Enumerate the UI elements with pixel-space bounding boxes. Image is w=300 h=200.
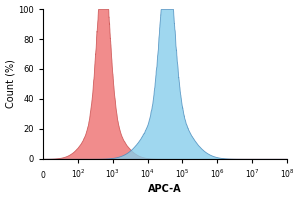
- Text: 0: 0: [41, 171, 46, 180]
- X-axis label: APC-A: APC-A: [148, 184, 182, 194]
- Y-axis label: Count (%): Count (%): [6, 60, 16, 108]
